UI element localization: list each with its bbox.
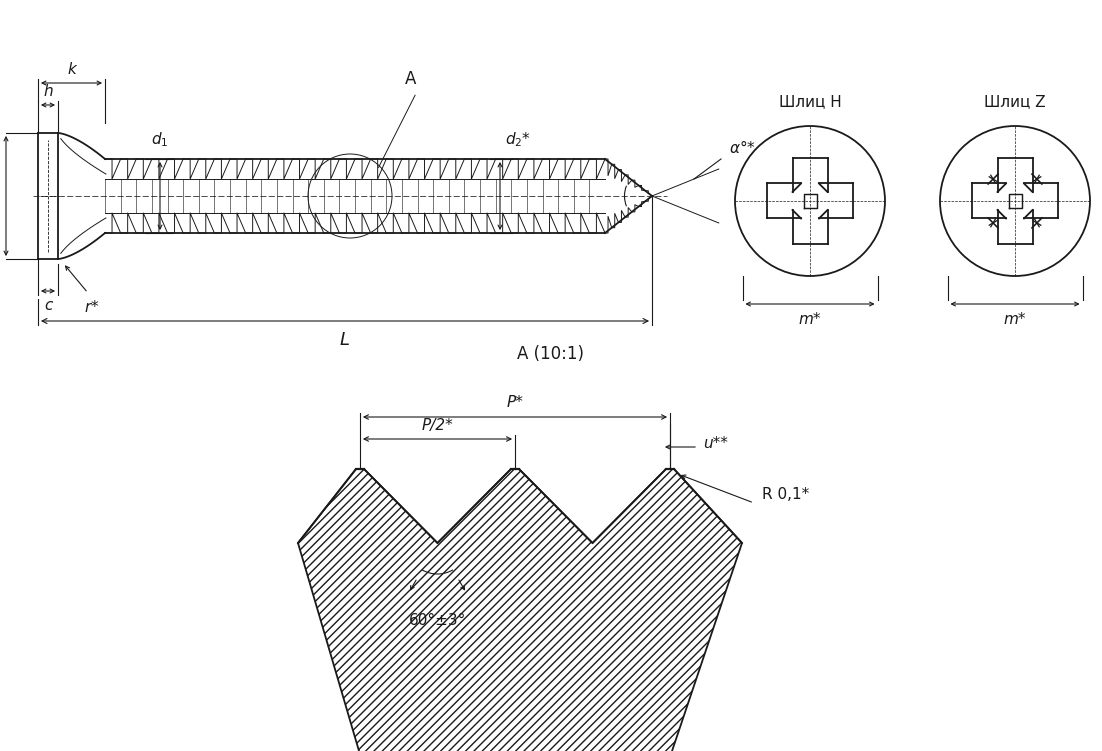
Text: R 0,1*: R 0,1* [761,487,809,502]
Text: $r$*: $r$* [84,299,99,315]
Text: h: h [43,84,53,99]
Text: А (10:1): А (10:1) [517,345,583,363]
Text: k: k [67,62,76,77]
Text: $\alpha$°*: $\alpha$°* [730,139,756,156]
Text: L: L [341,331,350,349]
Text: Шлиц Н: Шлиц Н [779,94,841,109]
Text: P/2*: P/2* [422,418,453,433]
Polygon shape [298,469,742,751]
Text: А: А [404,70,415,88]
Text: c: c [44,298,52,313]
Text: P*: P* [507,395,523,410]
Text: m*: m* [799,312,821,327]
Text: u**: u** [703,436,728,451]
Text: m*: m* [1004,312,1026,327]
Text: 60°±3°: 60°±3° [409,613,466,628]
Text: $d_1$: $d_1$ [151,131,169,149]
Text: Шлиц Z: Шлиц Z [984,94,1046,109]
Text: $d_2$*: $d_2$* [505,131,531,149]
